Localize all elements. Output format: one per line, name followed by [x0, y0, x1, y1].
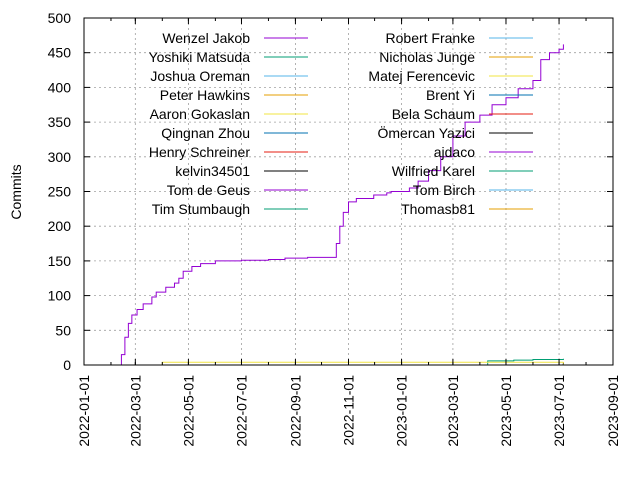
- legend-entry: kelvin34501: [175, 163, 308, 179]
- y-axis-label: Commits: [8, 164, 24, 219]
- y-tick-label: 250: [48, 184, 72, 200]
- x-tick-label: 2022-03-01: [127, 375, 143, 447]
- legend-label: Tom de Geus: [167, 182, 250, 198]
- legend-entry: Robert Franke: [386, 30, 533, 46]
- legend: Wenzel Jakob Yoshiki Matsuda Joshua Oreman…: [149, 30, 533, 217]
- legend-label: Joshua Oreman: [150, 68, 250, 84]
- legend-label: Thomasb81: [401, 201, 475, 217]
- legend-entry: Brent Yi: [426, 87, 533, 103]
- x-tick-label: 2023-01-01: [394, 375, 410, 447]
- legend-entry: Thomasb81: [401, 201, 533, 217]
- legend-entry: Henry Schreiner: [149, 144, 308, 160]
- legend-label: Robert Franke: [386, 30, 476, 46]
- legend-entry: Ömercan Yazici: [377, 124, 533, 141]
- legend-label: Brent Yi: [426, 87, 475, 103]
- grid: [84, 18, 613, 365]
- y-tick-label: 500: [48, 10, 72, 26]
- legend-entry: Qingnan Zhou: [161, 125, 308, 141]
- x-tick-label: 2022-11-01: [341, 375, 357, 446]
- legend-entry: Peter Hawkins: [160, 87, 308, 103]
- legend-label: Bela Schaum: [392, 106, 475, 122]
- y-tick-label: 400: [48, 79, 72, 95]
- legend-entry: Aaron Gokaslan: [150, 106, 308, 122]
- legend-label: Nicholas Junge: [379, 49, 475, 65]
- legend-entry: Bela Schaum: [392, 106, 533, 122]
- legend-label: Matej Ferencevic: [368, 68, 475, 84]
- y-tick-label: 150: [48, 253, 72, 269]
- x-axis: 2022-01-01 2022-03-01 2022-05-01 2022-07-01…: [76, 18, 621, 447]
- x-tick-label: 2022-07-01: [233, 375, 249, 447]
- legend-label: Wenzel Jakob: [162, 30, 250, 46]
- x-tick-label: 2023-03-01: [445, 375, 461, 447]
- legend-entry: ajdaco: [434, 144, 533, 160]
- legend-label: Aaron Gokaslan: [150, 106, 250, 122]
- y-tick-label: 100: [48, 288, 72, 304]
- legend-label: Wilfried Karel: [392, 163, 475, 179]
- legend-entry: Tom de Geus: [167, 182, 308, 198]
- x-tick-label: 2022-09-01: [287, 375, 303, 447]
- legend-label: Tom Birch: [413, 182, 475, 198]
- x-tick-label: 2023-09-01: [605, 375, 621, 447]
- y-tick-label: 200: [48, 218, 72, 234]
- x-tick-label: 2022-01-01: [76, 375, 92, 447]
- legend-label: ajdaco: [434, 144, 475, 160]
- y-axis: 0 50 100 150 200 250 300 350 400 450 500: [48, 10, 613, 373]
- y-tick-label: 350: [48, 114, 72, 130]
- legend-entry: Joshua Oreman: [150, 68, 308, 84]
- legend-entry: Wilfried Karel: [392, 163, 533, 179]
- y-tick-label: 300: [48, 149, 72, 165]
- legend-entry: Nicholas Junge: [379, 49, 533, 65]
- legend-label: Qingnan Zhou: [161, 125, 250, 141]
- x-tick-label: 2023-05-01: [498, 375, 514, 447]
- legend-label: Peter Hawkins: [160, 87, 250, 103]
- legend-label: kelvin34501: [175, 163, 250, 179]
- legend-entry: Tom Birch: [413, 182, 533, 198]
- x-tick-label: 2023-07-01: [551, 375, 567, 447]
- x-tick-label: 2022-05-01: [180, 375, 196, 447]
- legend-label: Henry Schreiner: [149, 144, 250, 160]
- y-tick-label: 50: [55, 322, 71, 338]
- legend-label: Ömercan Yazici: [377, 124, 475, 141]
- series-line-0: [117, 44, 564, 366]
- legend-label: Yoshiki Matsuda: [149, 49, 251, 65]
- legend-entry: Wenzel Jakob: [162, 30, 308, 46]
- legend-entry: Yoshiki Matsuda: [149, 49, 308, 65]
- legend-entry: Tim Stumbaugh: [152, 201, 308, 217]
- y-tick-label: 0: [63, 357, 71, 373]
- y-tick-label: 450: [48, 45, 72, 61]
- legend-label: Tim Stumbaugh: [152, 201, 250, 217]
- legend-entry: Matej Ferencevic: [368, 68, 533, 84]
